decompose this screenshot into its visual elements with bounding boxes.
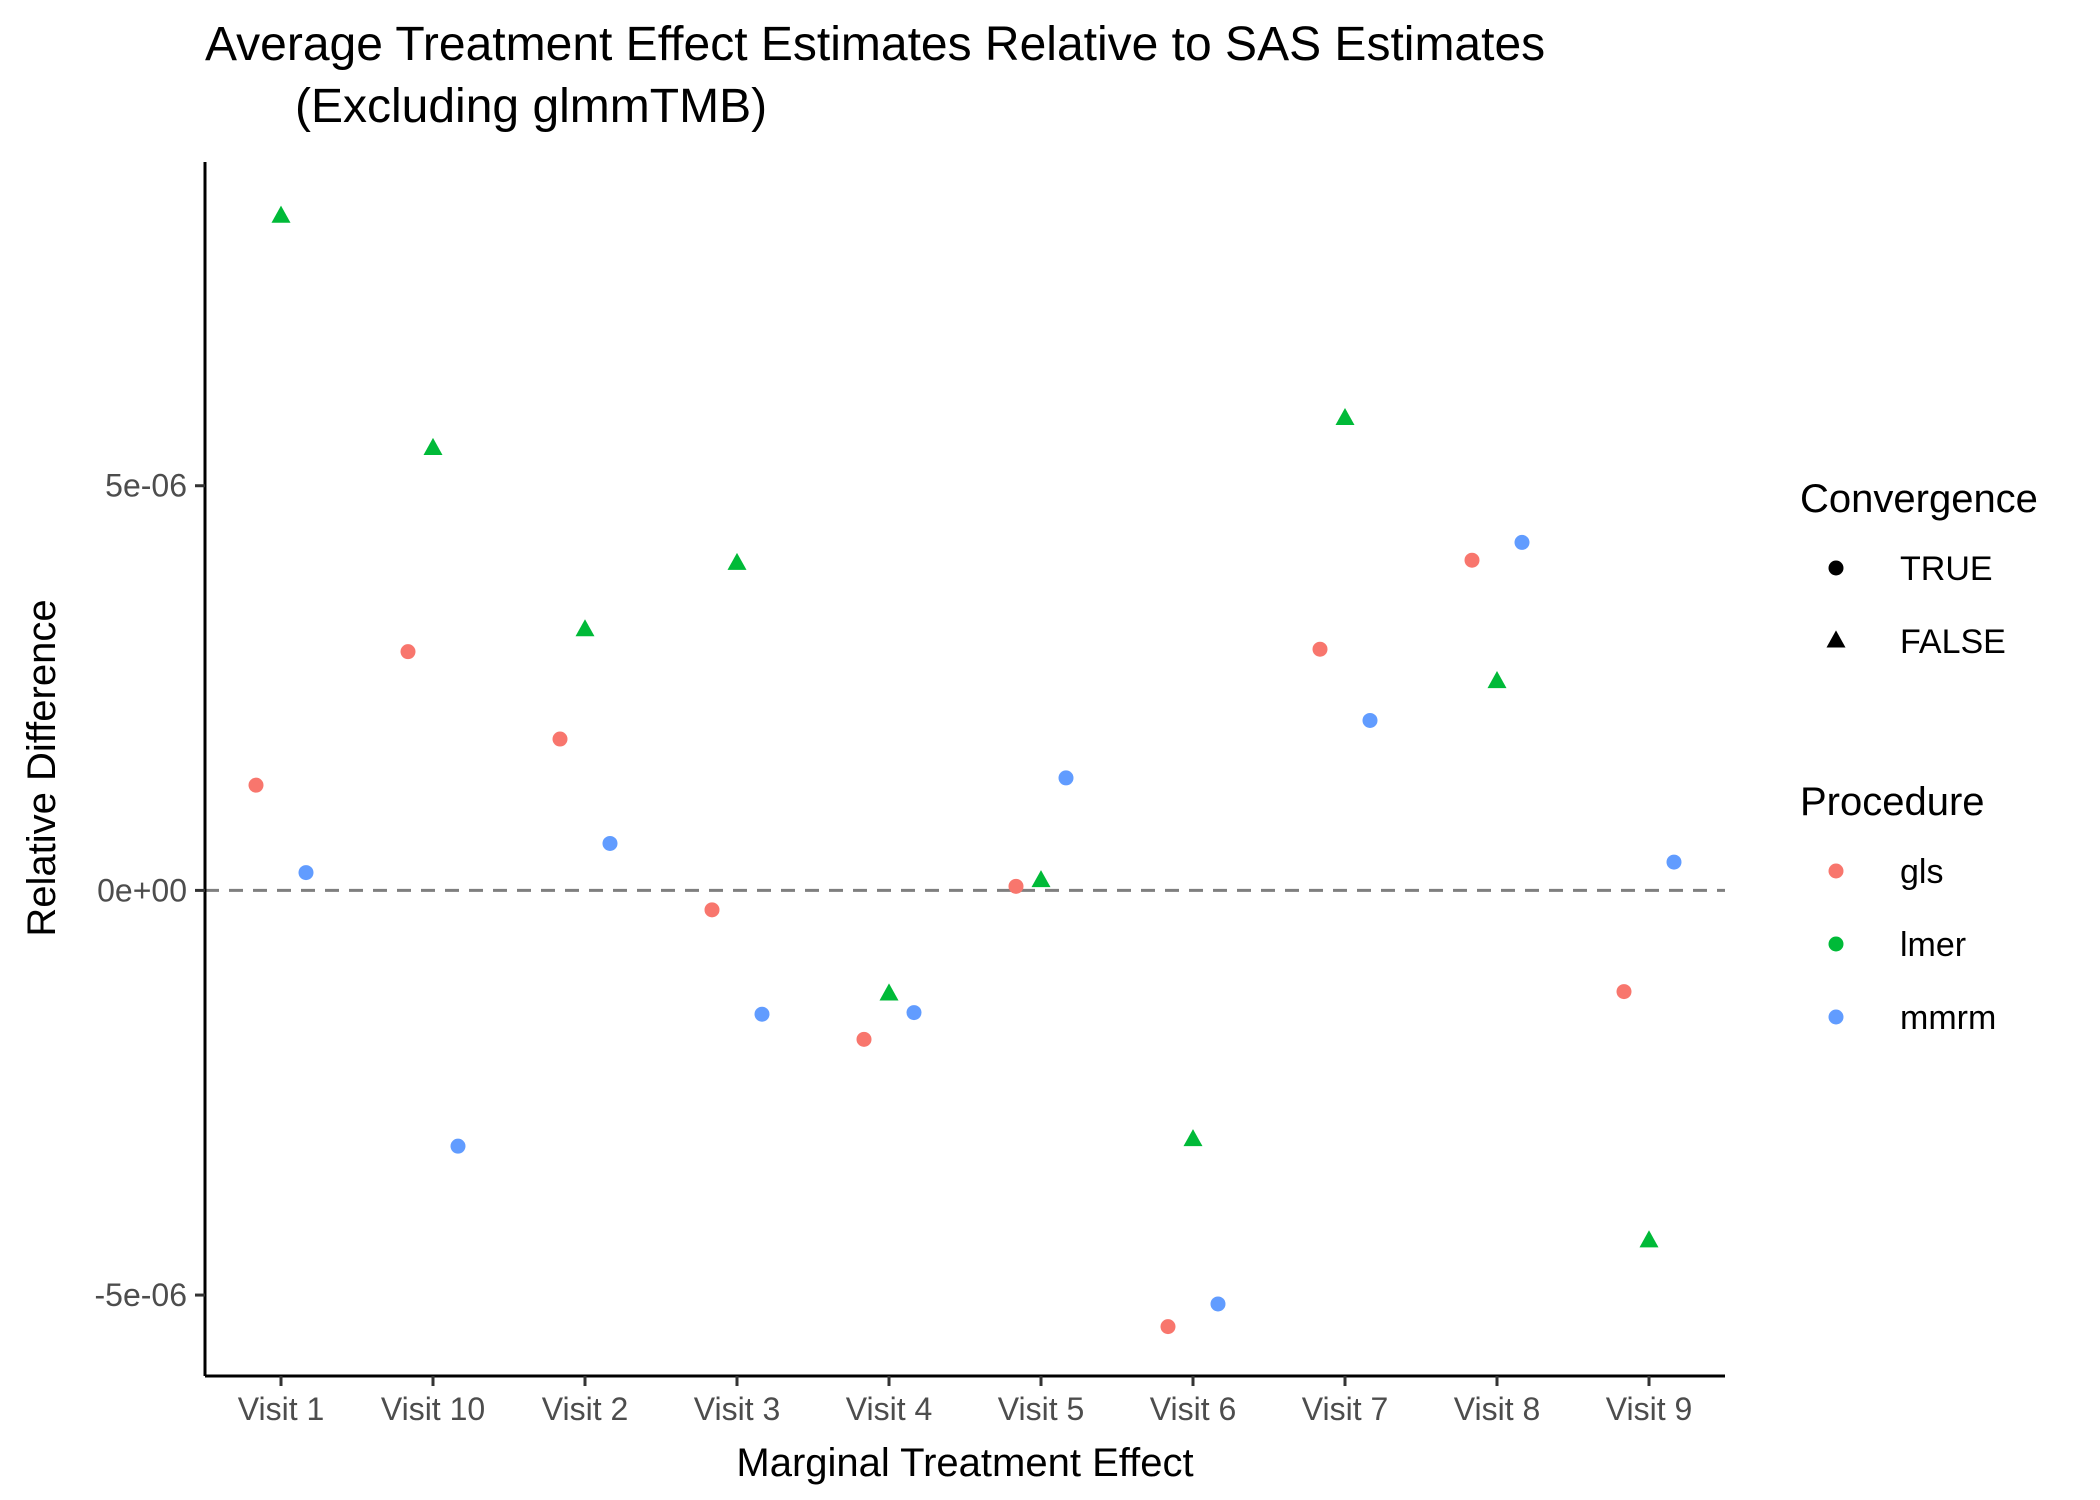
legend-label: gls	[1900, 853, 1943, 891]
data-point-gls	[400, 644, 416, 660]
x-axis-ticks: Visit 1 Visit 10 Visit 2 Visit 3 Visit 4 Visi…	[238, 1376, 1693, 1427]
y-tick-label: -5e-06	[95, 1277, 188, 1313]
legend-key-circle	[1828, 936, 1844, 952]
legend-label: FALSE	[1900, 623, 2006, 661]
data-point-mmrm	[450, 1138, 466, 1154]
data-point-mmrm	[1514, 534, 1530, 550]
legend-label: TRUE	[1900, 550, 1993, 588]
data-point-mmrm	[602, 835, 618, 851]
legend-label: lmer	[1900, 926, 1966, 964]
legend-key-circle	[1828, 1009, 1844, 1025]
y-tick-label: 0e+00	[97, 872, 187, 908]
y-tick-label: 5e-06	[105, 468, 187, 504]
x-tick-label: Visit 6	[1150, 1391, 1237, 1427]
data-point-lmer	[727, 552, 747, 570]
data-point-mmrm	[1210, 1296, 1226, 1312]
data-point-mmrm	[298, 865, 314, 881]
chart-subtitle: (Excluding glmmTMB)	[295, 80, 767, 133]
x-tick-label: Visit 1	[238, 1391, 325, 1427]
legend-key-circle	[1828, 560, 1844, 576]
data-point-gls	[1312, 641, 1328, 657]
data-point-gls	[248, 777, 264, 793]
x-tick-label: Visit 8	[1454, 1391, 1541, 1427]
data-point-mmrm	[1666, 854, 1682, 870]
data-point-gls	[1464, 552, 1480, 568]
data-point-gls	[856, 1031, 872, 1047]
data-point-lmer	[1183, 1129, 1203, 1147]
x-tick-label: Visit 2	[542, 1391, 629, 1427]
legend-key-circle	[1828, 863, 1844, 879]
y-axis-ticks: 5e-06 0e+00 -5e-06	[95, 468, 205, 1313]
data-point-lmer	[1031, 870, 1051, 888]
legend-key-triangle	[1826, 630, 1846, 648]
data-point-gls	[704, 902, 720, 918]
data-point-lmer	[879, 983, 899, 1001]
data-point-lmer	[575, 619, 595, 637]
legend-title: Procedure	[1800, 780, 1985, 824]
data-point-mmrm	[1362, 712, 1378, 728]
data-point-lmer	[423, 437, 443, 456]
x-tick-label: Visit 4	[846, 1391, 933, 1427]
legend: Convergence TRUE FALSE Procedure gls lmer mmrm	[1800, 477, 2038, 1037]
data-point-lmer	[1335, 407, 1355, 426]
data-point-mmrm	[754, 1006, 770, 1022]
legend-title: Convergence	[1800, 477, 2038, 521]
x-tick-label: Visit 3	[694, 1391, 781, 1427]
x-tick-label: Visit 9	[1606, 1391, 1693, 1427]
data-point-lmer	[1639, 1230, 1659, 1248]
x-tick-label: Visit 5	[998, 1391, 1085, 1427]
data-point-lmer	[271, 205, 291, 223]
data-point-gls	[552, 731, 568, 747]
legend-label: mmrm	[1900, 999, 1996, 1037]
data-point-gls	[1616, 984, 1632, 1000]
y-axis-title: Relative Difference	[20, 599, 64, 936]
plot-area	[205, 205, 1725, 1335]
data-point-gls	[1008, 878, 1024, 894]
data-point-mmrm	[1058, 770, 1074, 786]
data-point-mmrm	[906, 1005, 922, 1021]
x-axis-title: Marginal Treatment Effect	[736, 1441, 1193, 1485]
chart-title: Average Treatment Effect Estimates Relat…	[205, 18, 1545, 71]
x-tick-label: Visit 7	[1302, 1391, 1389, 1427]
data-point-gls	[1160, 1319, 1176, 1335]
x-tick-label: Visit 10	[381, 1391, 485, 1427]
data-point-lmer	[1487, 670, 1507, 689]
